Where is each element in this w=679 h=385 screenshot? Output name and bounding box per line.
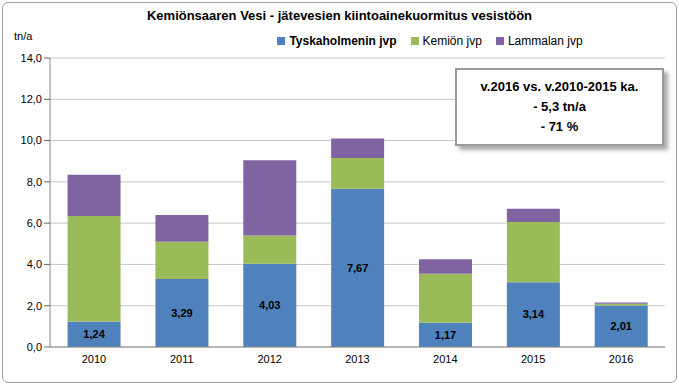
svg-text:12,0: 12,0 (21, 93, 42, 105)
svg-text:2015: 2015 (521, 353, 545, 365)
svg-text:2016: 2016 (609, 353, 633, 365)
html-text:tn/a: tn/a (14, 30, 33, 42)
svg-text:0,0: 0,0 (27, 341, 42, 353)
svg-text:1,24: 1,24 (83, 328, 105, 340)
svg-text:2014: 2014 (433, 353, 457, 365)
svg-text:2,01: 2,01 (611, 320, 632, 332)
svg-text:6,0: 6,0 (27, 217, 42, 229)
html-text:v.2016 vs. v.2010-2015 ka.: v.2016 vs. v.2010-2015 ka. (480, 79, 639, 94)
svg-text:2011: 2011 (170, 353, 194, 365)
svg-text:2010: 2010 (82, 353, 106, 365)
svg-text:4,03: 4,03 (259, 299, 280, 311)
svg-text:14,0: 14,0 (21, 52, 42, 64)
html-text:- 5,3 tn/a: - 5,3 tn/a (533, 99, 586, 114)
svg-text:4,0: 4,0 (27, 258, 42, 270)
html-text:Kemiön jvp: Kemiön jvp (422, 34, 482, 48)
svg-text:2012: 2012 (257, 353, 281, 365)
html-text:Kemiönsaaren Vesi - jätevesien: Kemiönsaaren Vesi - jätevesien kiintoain… (147, 8, 532, 23)
svg-text:2013: 2013 (345, 353, 369, 365)
svg-text:3,29: 3,29 (171, 307, 192, 319)
html-text:Lammalan jvp: Lammalan jvp (507, 34, 583, 48)
svg-text:8,0: 8,0 (27, 176, 42, 188)
html-text:- 71 %: - 71 % (540, 119, 579, 134)
svg-text:7,67: 7,67 (347, 262, 368, 274)
svg-text:10,0: 10,0 (21, 134, 42, 146)
svg-text:1,17: 1,17 (435, 329, 456, 341)
svg-text:2,0: 2,0 (27, 300, 42, 312)
html-text:Tyskaholmenin jvp: Tyskaholmenin jvp (289, 34, 397, 48)
svg-text:3,14: 3,14 (523, 308, 545, 320)
